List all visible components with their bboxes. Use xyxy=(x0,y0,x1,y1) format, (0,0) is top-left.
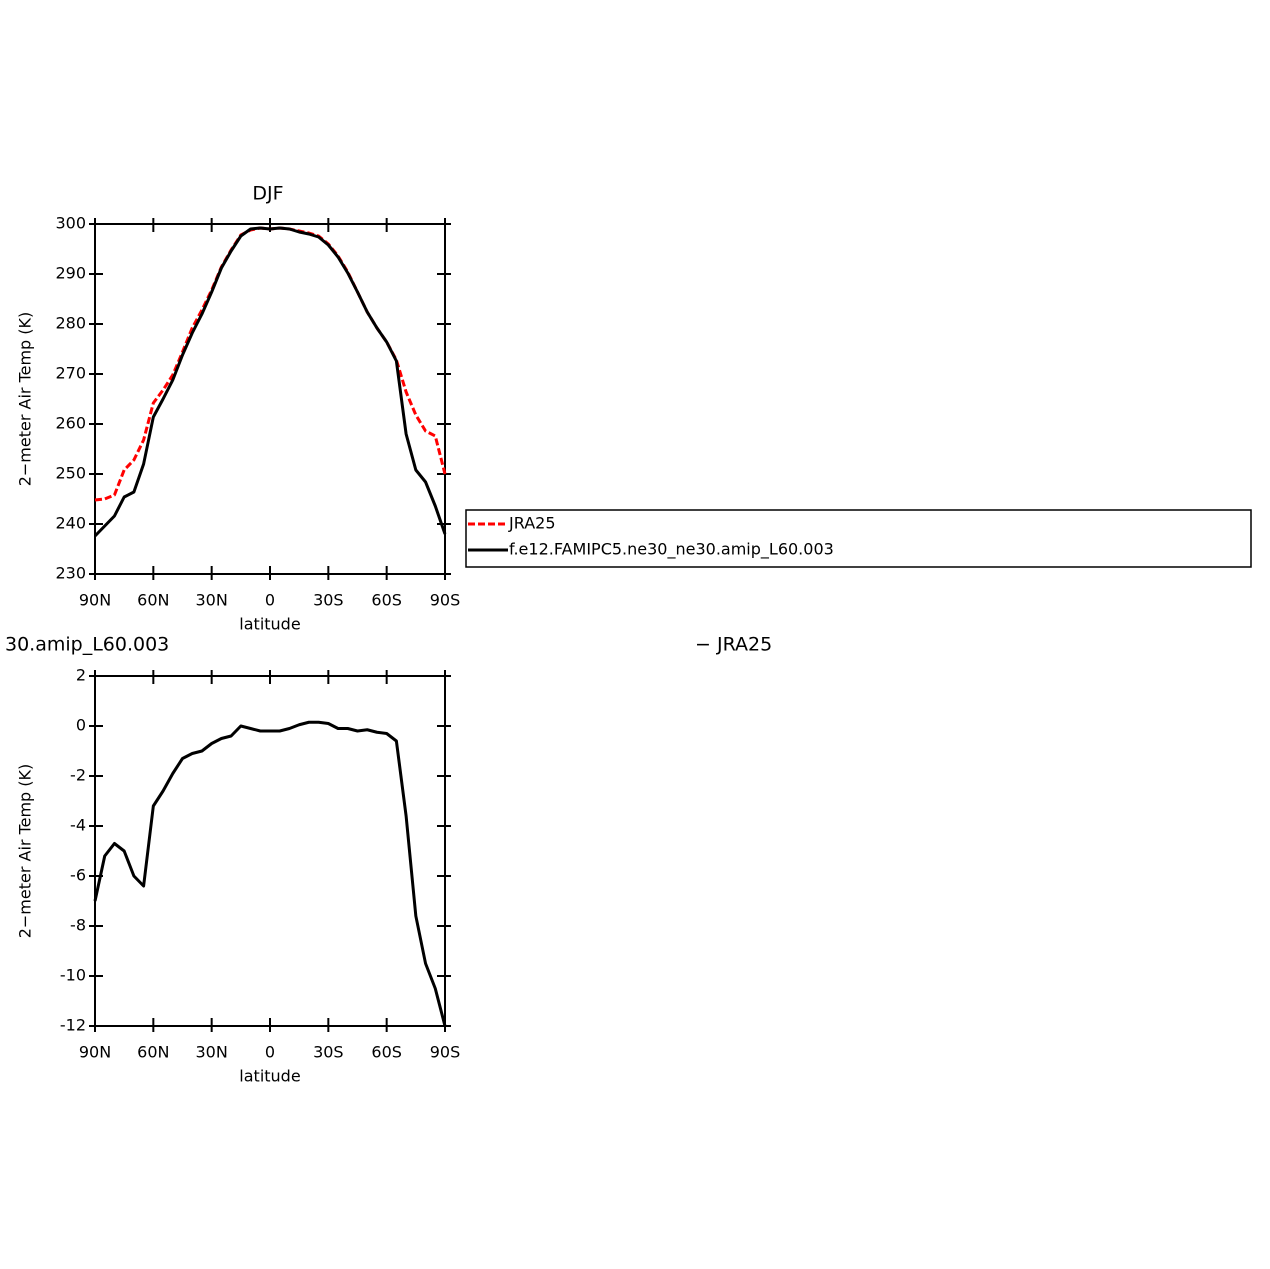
y-tick-label: -12 xyxy=(60,1016,86,1035)
legend-box xyxy=(465,509,1252,568)
y-tick-label: 290 xyxy=(55,264,86,283)
x-tick-label: 90S xyxy=(430,591,461,610)
x-tick-label: 30N xyxy=(196,591,228,610)
y-tick-label: 240 xyxy=(55,514,86,533)
y-axis-label: 2−meter Air Temp (K) xyxy=(16,312,35,487)
data-line xyxy=(93,720,447,1027)
legend-label: JRA25 xyxy=(508,514,556,533)
y-axis-label: 2−meter Air Temp (K) xyxy=(16,764,35,939)
x-tick-label: 60N xyxy=(137,591,169,610)
chart-title-left: 30.amip_L60.003 xyxy=(5,634,169,656)
y-tick-label: 2 xyxy=(76,666,86,685)
y-tick-label: -6 xyxy=(70,866,86,885)
plot-frame xyxy=(94,223,446,575)
x-tick-label: 90S xyxy=(430,1043,461,1062)
y-tick-label: 300 xyxy=(55,214,86,233)
chart-title-right: − JRA25 xyxy=(695,634,772,656)
x-tick-label: 30N xyxy=(196,1043,228,1062)
data-line xyxy=(93,226,447,538)
y-tick-label: -2 xyxy=(70,766,86,785)
x-tick-label: 0 xyxy=(265,591,275,610)
chart-title: DJF xyxy=(252,183,283,205)
y-tick-label: 270 xyxy=(55,364,86,383)
x-tick-label: 0 xyxy=(265,1043,275,1062)
x-tick-label: 30S xyxy=(313,1043,344,1062)
x-tick-label: 90N xyxy=(79,1043,111,1062)
x-tick-label: 60S xyxy=(371,1043,402,1062)
y-tick-label: -4 xyxy=(70,816,86,835)
y-tick-label: -10 xyxy=(60,966,86,985)
data-line xyxy=(94,226,447,502)
x-axis-label: latitude xyxy=(239,1067,300,1086)
y-tick-label: 250 xyxy=(55,464,86,483)
legend-label: f.e12.FAMIPC5.ne30_ne30.amip_L60.003 xyxy=(509,540,834,560)
x-tick-label: 90N xyxy=(79,591,111,610)
x-tick-label: 30S xyxy=(313,591,344,610)
y-tick-label: 0 xyxy=(76,716,86,735)
x-tick-label: 60S xyxy=(371,591,402,610)
y-tick-label: 230 xyxy=(55,564,86,583)
y-tick-label: 260 xyxy=(55,414,86,433)
x-tick-label: 60N xyxy=(137,1043,169,1062)
y-tick-label: 280 xyxy=(55,314,86,333)
plot-frame xyxy=(94,675,446,1027)
y-tick-label: -8 xyxy=(70,916,86,935)
x-axis-label: latitude xyxy=(239,615,300,634)
